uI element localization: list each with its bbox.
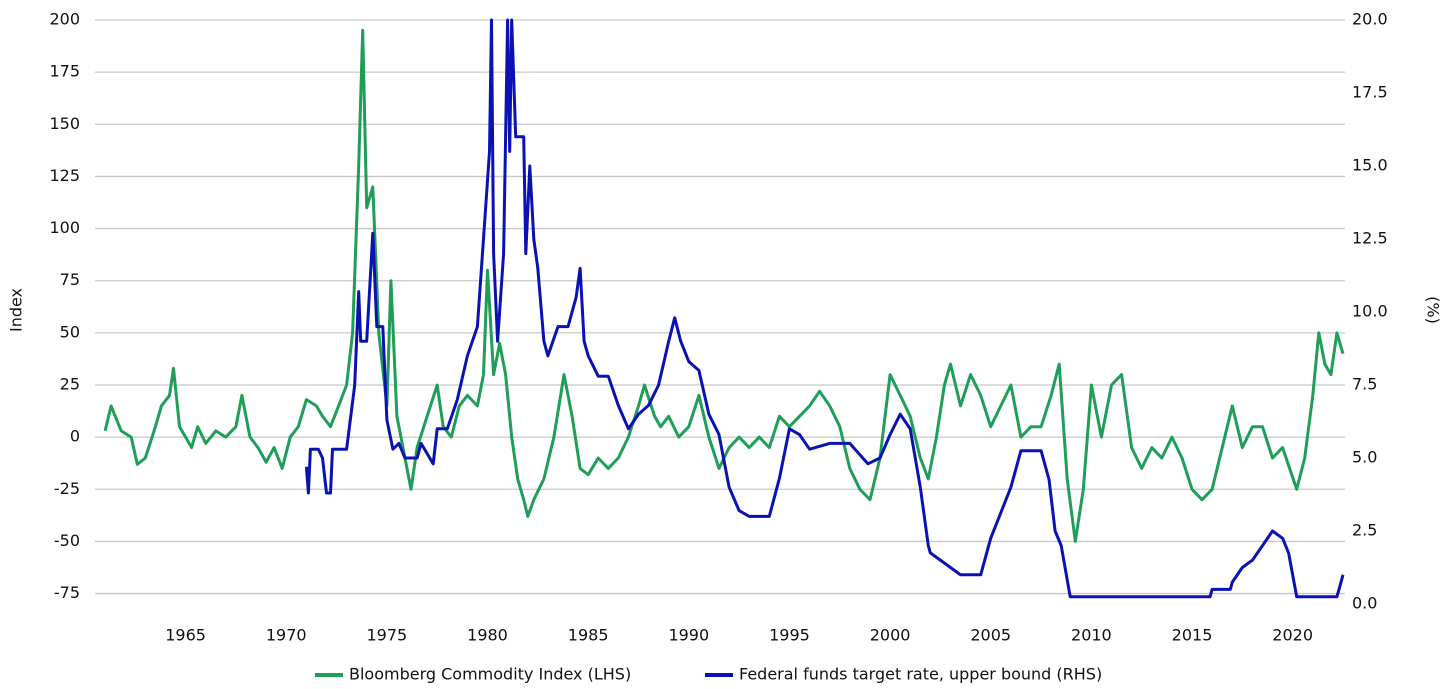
y2-tick-label: 15.0 bbox=[1352, 156, 1388, 175]
y2-tick-label: 20.0 bbox=[1352, 10, 1388, 29]
y-tick-label: 0 bbox=[70, 427, 80, 446]
y2-tick-label: 17.5 bbox=[1352, 83, 1388, 102]
x-tick-label: 2015 bbox=[1172, 626, 1213, 645]
legend-label: Federal funds target rate, upper bound (… bbox=[739, 665, 1102, 684]
x-tick-label: 1975 bbox=[367, 626, 408, 645]
x-tick-label: 1995 bbox=[769, 626, 810, 645]
legend-label: Bloomberg Commodity Index (LHS) bbox=[349, 665, 631, 684]
x-tick-label: 1985 bbox=[568, 626, 609, 645]
x-tick-label: 1970 bbox=[266, 626, 307, 645]
y-tick-label: 200 bbox=[49, 10, 80, 29]
series-line bbox=[103, 28, 1345, 543]
y2-axis-label: (%) bbox=[1424, 296, 1443, 324]
y-axis-label: Index bbox=[7, 288, 26, 332]
x-tick-label: 1980 bbox=[467, 626, 508, 645]
x-tick-label: 2020 bbox=[1272, 626, 1313, 645]
x-tick-label: 2000 bbox=[870, 626, 911, 645]
y-tick-label: 50 bbox=[60, 322, 80, 341]
y-tick-label: 100 bbox=[49, 218, 80, 237]
x-tick-label: 2005 bbox=[970, 626, 1011, 645]
y-tick-label: 175 bbox=[49, 62, 80, 81]
y2-tick-label: 12.5 bbox=[1352, 229, 1388, 248]
x-tick-label: 1990 bbox=[668, 626, 709, 645]
y2-tick-label: 5.0 bbox=[1352, 448, 1377, 467]
y-tick-label: -75 bbox=[54, 583, 80, 602]
y-tick-label: 150 bbox=[49, 114, 80, 133]
series-line bbox=[304, 18, 1345, 599]
x-tick-label: 1965 bbox=[165, 626, 206, 645]
y2-tick-label: 10.0 bbox=[1352, 302, 1388, 321]
y2-tick-label: 2.5 bbox=[1352, 521, 1377, 540]
y-tick-label: 25 bbox=[60, 375, 80, 394]
y-tick-label: -50 bbox=[54, 531, 80, 550]
y-tick-label: 125 bbox=[49, 166, 80, 185]
y-tick-label: -25 bbox=[54, 479, 80, 498]
x-tick-label: 2010 bbox=[1071, 626, 1112, 645]
y-tick-label: 75 bbox=[60, 270, 80, 289]
y2-tick-label: 7.5 bbox=[1352, 375, 1377, 394]
y2-tick-label: 0.0 bbox=[1352, 594, 1377, 613]
